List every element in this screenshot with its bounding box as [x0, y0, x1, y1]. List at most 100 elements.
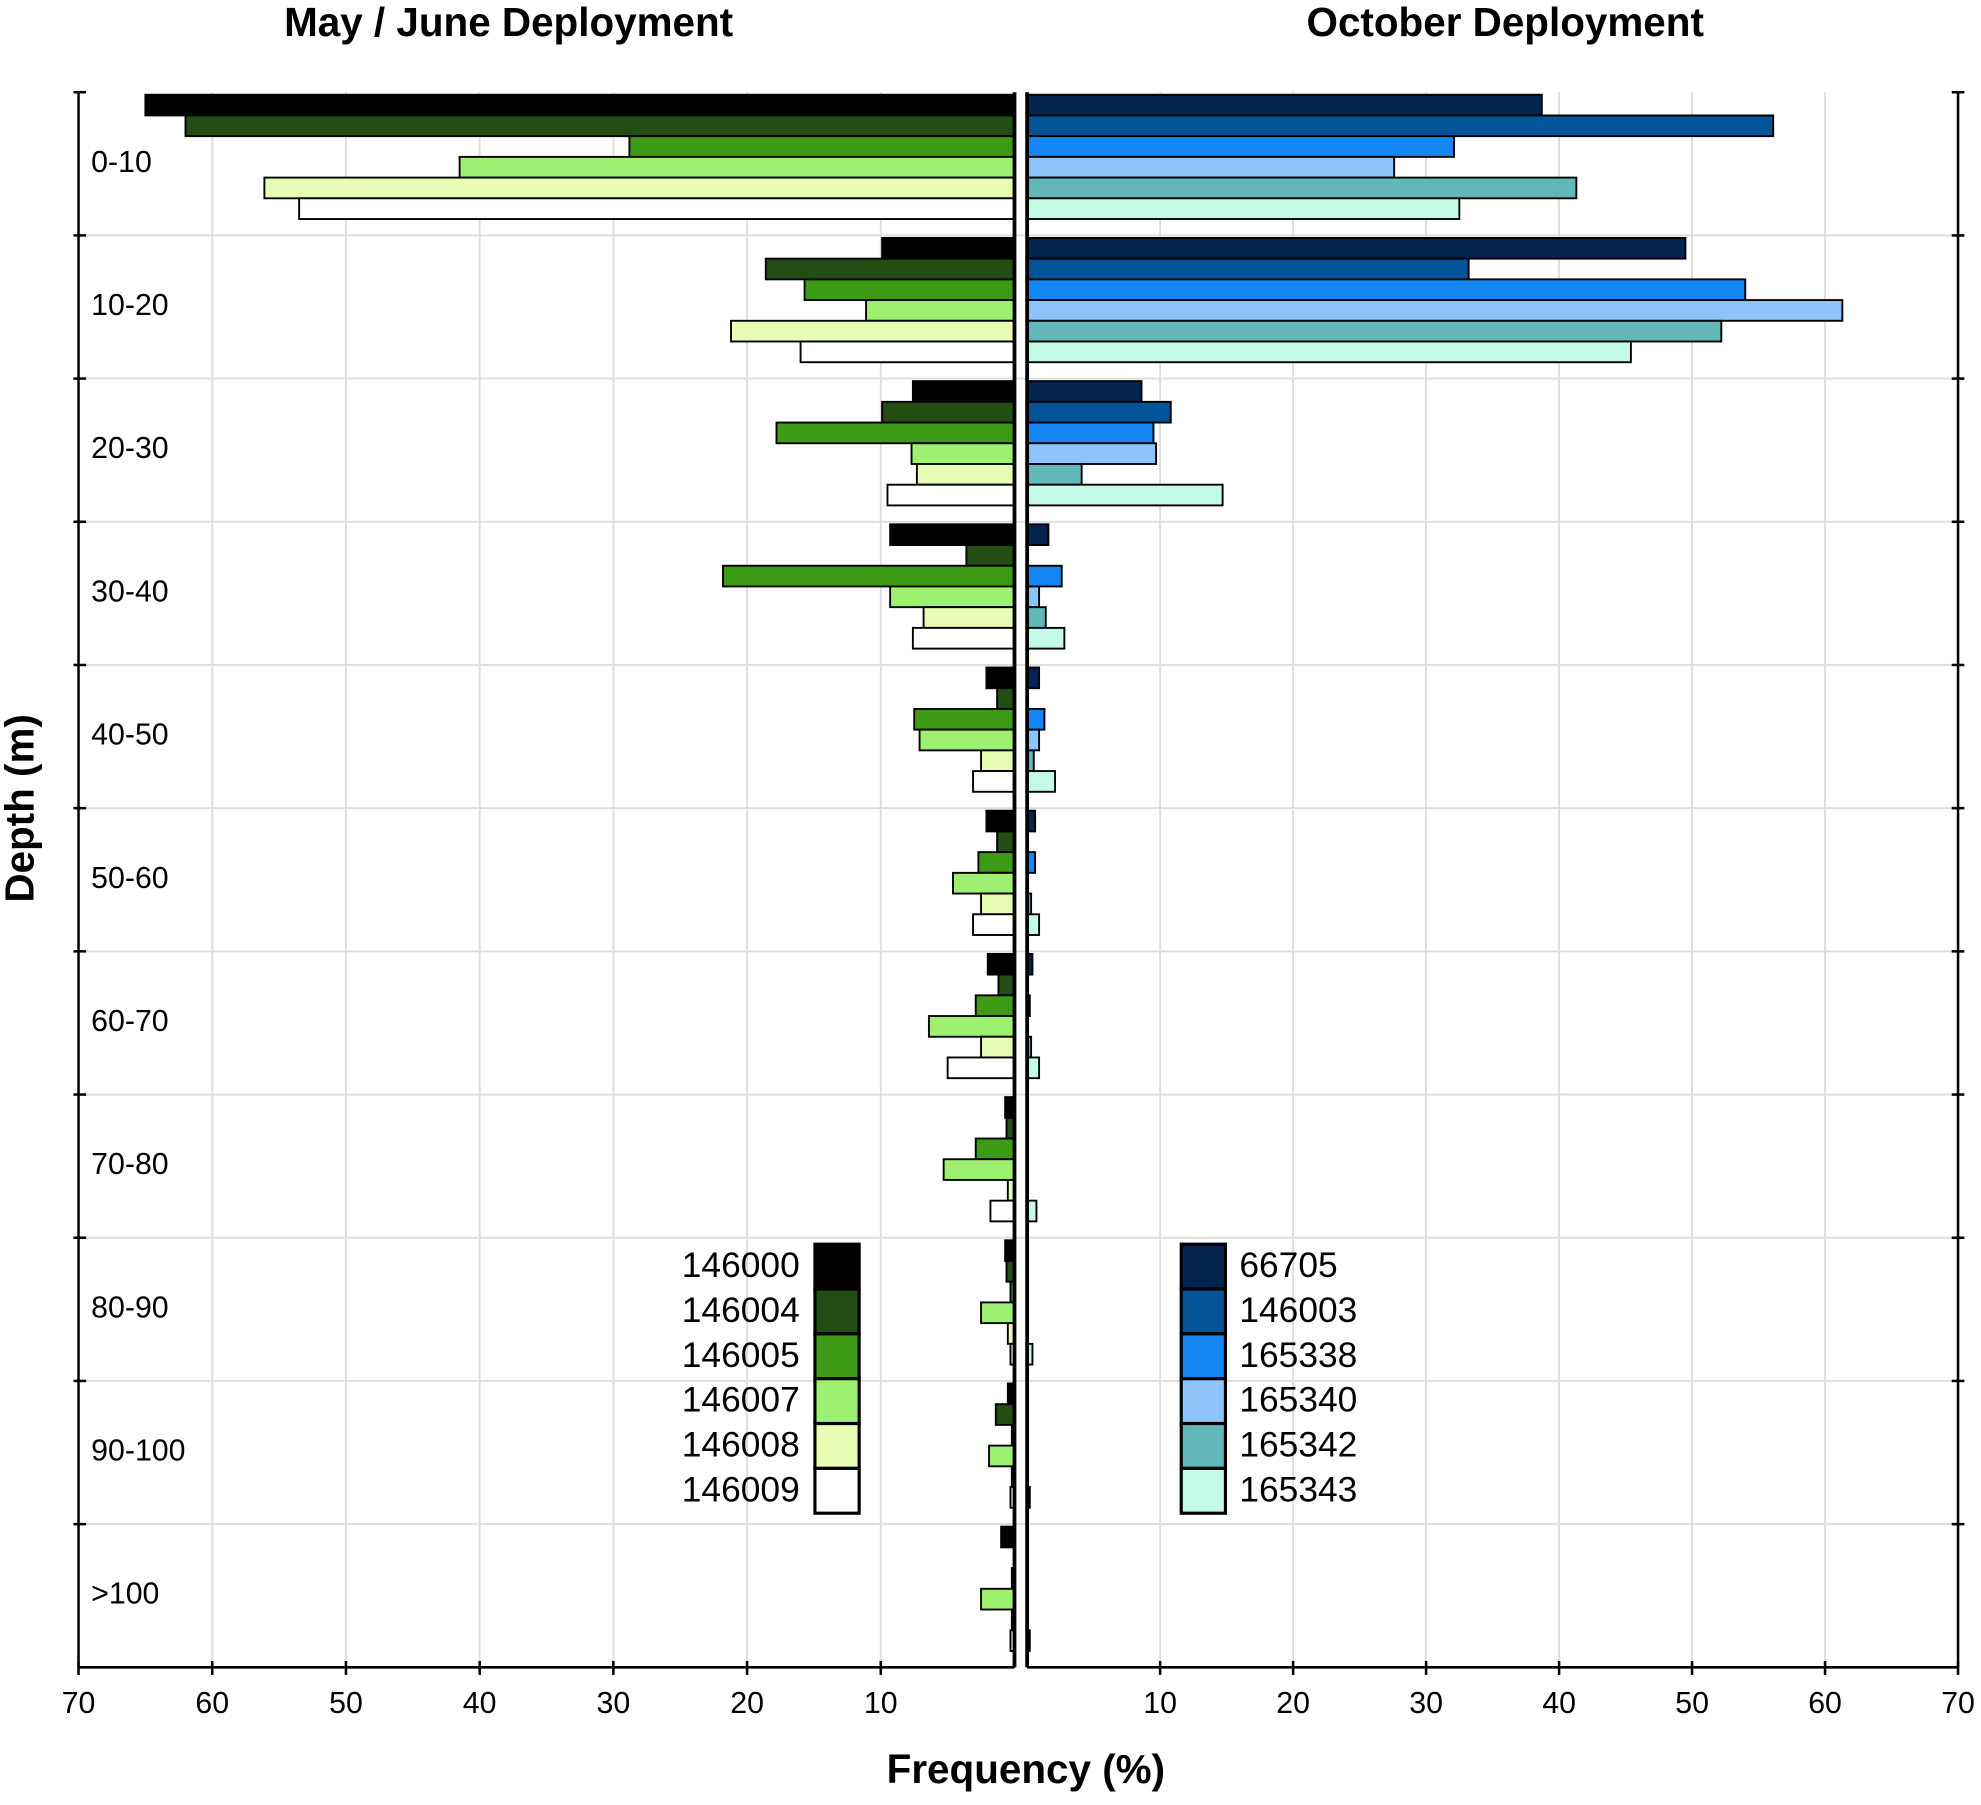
legend-swatch [813, 1287, 861, 1336]
bar [865, 299, 1016, 322]
bar [298, 197, 1016, 220]
bar [1026, 463, 1083, 486]
legend-swatch [1179, 1242, 1228, 1291]
bar [997, 973, 1016, 997]
bar [144, 93, 1016, 117]
bar [1026, 197, 1461, 220]
bar [628, 135, 1016, 158]
bar [915, 463, 1016, 486]
bar [1026, 626, 1066, 650]
x-tick-label: 40 [463, 1687, 497, 1720]
y-tick-label: 90-100 [91, 1435, 185, 1468]
bar [803, 278, 1016, 302]
x-tick-label: 10 [864, 1687, 898, 1720]
bar [1026, 380, 1143, 403]
y-tick-label: 30-40 [91, 575, 169, 608]
bar [886, 483, 1016, 507]
bar [1026, 257, 1470, 281]
bar [910, 442, 1016, 465]
legend-label: 146008 [682, 1426, 800, 1465]
x-tick-label: 70 [62, 1687, 96, 1720]
legend-swatch [813, 1242, 861, 1291]
bar [1026, 707, 1046, 731]
bar [977, 851, 1016, 874]
bar [972, 770, 1016, 793]
bar [1026, 155, 1396, 179]
bar [942, 1158, 1016, 1181]
x-tick-label: 50 [1675, 1687, 1709, 1720]
bar [974, 994, 1016, 1017]
bar [1026, 340, 1632, 364]
bar [918, 728, 1016, 752]
bar [974, 1137, 1016, 1161]
bar [889, 523, 1016, 546]
bar [458, 155, 1016, 179]
legend-swatch [813, 1421, 861, 1470]
bar [980, 892, 1016, 916]
bar [1026, 135, 1455, 158]
legend-label: 66705 [1239, 1246, 1337, 1285]
panel-title: May / June Deployment [284, 0, 733, 45]
bar [980, 749, 1016, 773]
bar [799, 340, 1016, 364]
bar [889, 585, 1016, 609]
y-tick-label: >100 [91, 1578, 159, 1611]
bar [1026, 278, 1747, 302]
bar [1026, 606, 1047, 629]
bar [1026, 770, 1057, 793]
bar [1026, 421, 1155, 445]
bar [927, 1015, 1016, 1038]
bar [730, 319, 1016, 343]
bar [775, 421, 1016, 445]
bar [989, 1199, 1016, 1223]
bar [965, 544, 1016, 567]
x-tick-label: 10 [1143, 1687, 1177, 1720]
bar [1026, 236, 1687, 260]
legend-swatch [813, 1332, 861, 1381]
panel-title: October Deployment [1307, 0, 1704, 45]
x-tick-label: 50 [329, 1687, 363, 1720]
bar [985, 809, 1016, 833]
legend-swatch [1179, 1332, 1228, 1381]
bar [764, 257, 1016, 281]
y-tick-label: 60-70 [91, 1005, 169, 1038]
bar [922, 606, 1016, 629]
x-tick-label: 20 [730, 1687, 764, 1720]
bar [1026, 400, 1172, 424]
legend-swatch [1179, 1287, 1228, 1336]
legend-swatch [1179, 1377, 1228, 1426]
bar [1026, 483, 1224, 507]
bar [985, 666, 1016, 690]
y-tick-label: 0-10 [91, 146, 152, 179]
bar [184, 114, 1016, 138]
y-tick-label: 10-20 [91, 289, 169, 322]
x-tick-label: 30 [597, 1687, 631, 1720]
bar [881, 400, 1016, 424]
bar [881, 236, 1016, 260]
legend-label: 146005 [682, 1336, 800, 1375]
x-tick-label: 60 [1808, 1687, 1842, 1720]
legend-label: 146009 [682, 1470, 800, 1509]
x-tick-label: 20 [1276, 1687, 1310, 1720]
y-tick-label: 40-50 [91, 719, 169, 752]
bar [1026, 114, 1775, 138]
y-tick-label: 20-30 [91, 432, 169, 465]
bar [986, 952, 1016, 976]
x-tick-label: 60 [195, 1687, 229, 1720]
legend-swatch [813, 1466, 861, 1515]
bar [1026, 319, 1723, 343]
bar [952, 871, 1016, 895]
bar [1026, 93, 1543, 117]
bar [722, 564, 1016, 588]
bar [1026, 299, 1844, 322]
x-tick-label: 70 [1941, 1687, 1975, 1720]
bar [1026, 442, 1158, 465]
bar [1000, 1525, 1016, 1549]
bar [988, 1444, 1016, 1468]
x-tick-label: 30 [1409, 1687, 1443, 1720]
legend-label: 146007 [682, 1381, 800, 1420]
y-tick-label: 50-60 [91, 862, 169, 895]
legend-swatch [813, 1377, 861, 1426]
bar [996, 687, 1016, 710]
